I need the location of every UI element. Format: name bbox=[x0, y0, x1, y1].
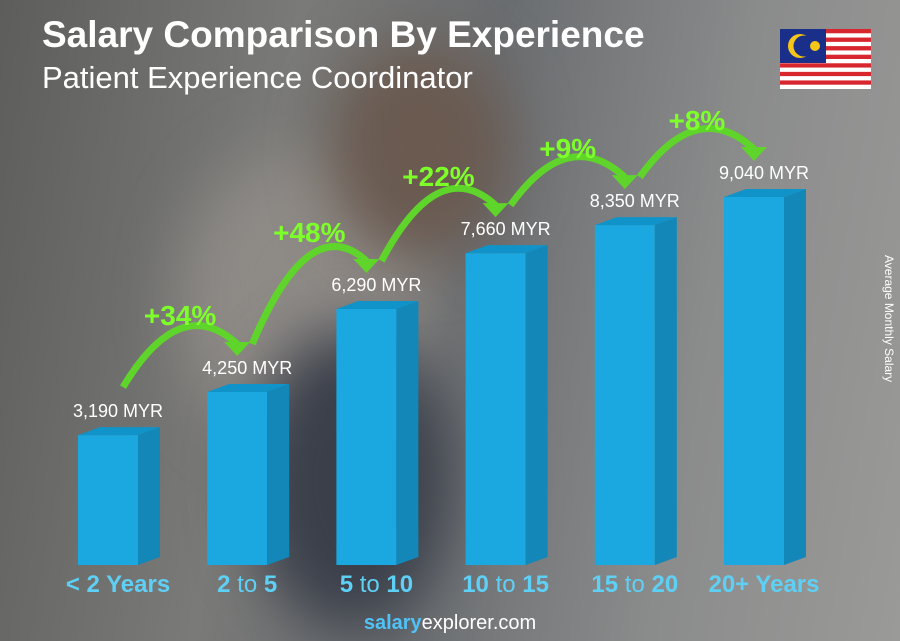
bar-top bbox=[594, 217, 677, 226]
bar bbox=[207, 391, 268, 565]
category-label: 15 to 20 bbox=[591, 571, 678, 598]
chart-subtitle: Patient Experience Coordinator bbox=[42, 60, 473, 95]
bar-top bbox=[78, 427, 160, 436]
bar-top bbox=[465, 245, 548, 254]
footer-brand-rest: explorer.com bbox=[421, 612, 537, 634]
change-arrow bbox=[119, 322, 240, 389]
change-arrow bbox=[507, 153, 628, 208]
malaysia-flag-icon bbox=[780, 29, 871, 89]
bar-top bbox=[207, 383, 290, 392]
bar-side bbox=[396, 300, 419, 565]
bar-top bbox=[724, 189, 806, 197]
bar bbox=[78, 435, 138, 565]
change-arrowhead bbox=[611, 175, 638, 190]
value-label: 6,290 MYR bbox=[331, 275, 421, 295]
bar bbox=[724, 197, 784, 565]
value-label: 4,250 MYR bbox=[202, 358, 292, 378]
change-arrow bbox=[248, 243, 369, 346]
change-arrowhead bbox=[353, 258, 380, 273]
bar-top bbox=[336, 300, 419, 309]
chart-title: Salary Comparison By Experience bbox=[42, 14, 645, 55]
footer-brand[interactable]: salaryexplorer.com bbox=[0, 612, 900, 635]
bar-side bbox=[784, 189, 806, 565]
change-label: +22% bbox=[402, 161, 474, 192]
bar-side bbox=[654, 217, 677, 565]
change-arrowhead bbox=[741, 147, 767, 161]
change-arrow bbox=[636, 125, 757, 180]
change-arrowhead bbox=[224, 341, 251, 356]
category-label: 5 to 10 bbox=[340, 571, 413, 598]
bar-side bbox=[138, 427, 160, 565]
category-label: 20+ Years bbox=[708, 571, 819, 598]
bar bbox=[465, 253, 526, 565]
change-label: +34% bbox=[144, 300, 216, 331]
category-label: 2 to 5 bbox=[217, 571, 277, 598]
value-label: 9,040 MYR bbox=[719, 163, 809, 183]
change-label: +9% bbox=[539, 133, 596, 164]
change-label: +8% bbox=[668, 105, 725, 136]
change-arrowhead bbox=[482, 203, 509, 218]
category-label: 10 to 15 bbox=[462, 571, 549, 598]
value-label: 8,350 MYR bbox=[590, 191, 680, 211]
bar-side bbox=[525, 245, 548, 565]
category-label: < 2 Years bbox=[66, 571, 170, 598]
value-label: 7,660 MYR bbox=[461, 219, 551, 239]
y-axis-label: Average Monthly Salary bbox=[882, 255, 896, 383]
bar-side bbox=[267, 383, 290, 565]
background-photo-2 bbox=[330, 40, 510, 260]
bar bbox=[336, 308, 397, 565]
footer-brand-bold: salary bbox=[363, 612, 422, 634]
change-arrow bbox=[378, 184, 498, 263]
value-label: 3,190 MYR bbox=[73, 401, 163, 421]
bar bbox=[594, 225, 655, 565]
change-label: +48% bbox=[273, 217, 345, 248]
